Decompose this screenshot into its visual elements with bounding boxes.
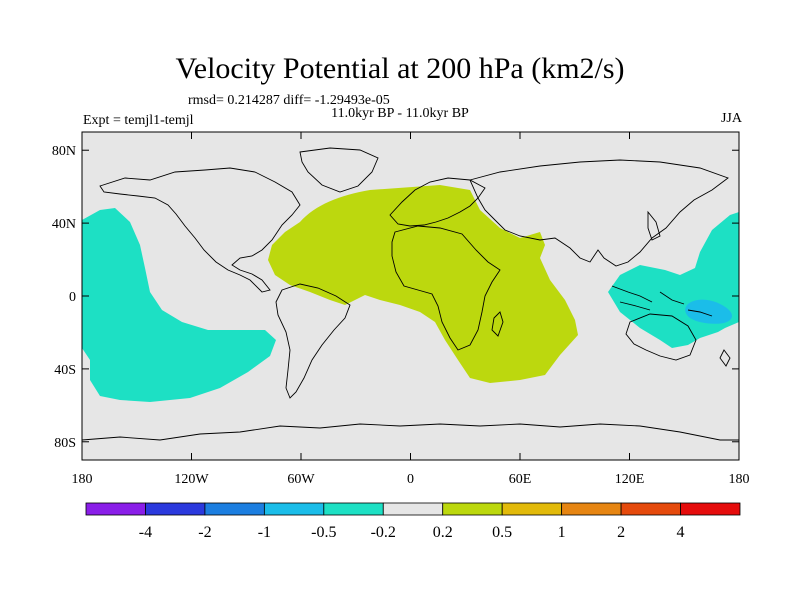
colorbar-label: 1 [558,524,566,541]
colorbar-swatch [323,502,384,516]
colorbar-swatch [204,502,265,516]
colorbar-label: -0.2 [371,524,396,541]
coast-europe [389,177,486,227]
region-west-pacific-core [685,299,733,324]
coast-north-america [99,167,301,293]
y-tick-label: 80S [54,436,76,451]
colorbar-swatch [680,502,741,516]
colorbar-label: 0.2 [433,524,453,541]
coast-madagascar [491,311,504,337]
y-tick-label: 80N [52,144,76,159]
region-east-pacific [82,208,276,402]
x-tick-label: 180 [729,472,750,487]
region-atlantic-africa [268,185,578,383]
x-tick-label: 60E [509,472,532,487]
colorbar-swatch [620,502,681,516]
colorbar-swatch [501,502,563,516]
y-axis: 80N 40N 0 40S 80S [52,144,739,451]
coast-new-zealand [719,349,731,367]
coast-japan [647,210,661,241]
coastlines [82,147,739,441]
y-tick-label: 0 [69,290,76,305]
x-tick-label: 120E [615,472,645,487]
stats-label: rmsd= 0.214287 diff= -1.29493e-05 [188,93,390,108]
colorbar-swatch [263,502,325,516]
map-title: Velocity Potential at 200 hPa (km2/s) [175,52,625,85]
coast-greenland [299,147,379,193]
colorbar-label: -2 [198,524,211,541]
colorbar-label: 4 [677,524,685,541]
y-tick-label: 40N [52,217,76,232]
colorbar-swatch [145,502,206,516]
y-tick-label: 40S [54,363,76,378]
coast-australia [625,313,697,361]
coast-africa [391,225,501,351]
x-tick-label: 0 [407,472,414,487]
colorbar: -4 -2 -1 -0.5 -0.2 0.2 0.5 1 2 4 [85,502,741,541]
x-tick-label: 180 [72,472,93,487]
colorbar-swatch [85,502,146,516]
colorbar-swatch [442,502,503,516]
colorbar-swatch [382,502,444,516]
coast-antarctica [82,423,739,441]
colorbar-label: -4 [139,524,152,541]
colorbar-label: 2 [617,524,625,541]
period-label: 11.0kyr BP - 11.0kyr BP [331,106,469,121]
x-axis: 180 120W 60W 0 60E 120E 180 [72,132,750,487]
coast-maritime-continent [611,285,713,317]
experiment-label: Expt = temjl1-temjl [83,113,194,128]
colorbar-label: 0.5 [492,524,512,541]
x-tick-label: 120W [174,472,209,487]
x-tick-label: 60W [287,472,315,487]
coast-south-america [275,283,351,399]
coast-asia [469,159,729,267]
colorbar-label: -0.5 [311,524,336,541]
season-label: JJA [720,111,742,126]
colorbar-swatch [561,502,622,516]
colorbar-label: -1 [258,524,271,541]
